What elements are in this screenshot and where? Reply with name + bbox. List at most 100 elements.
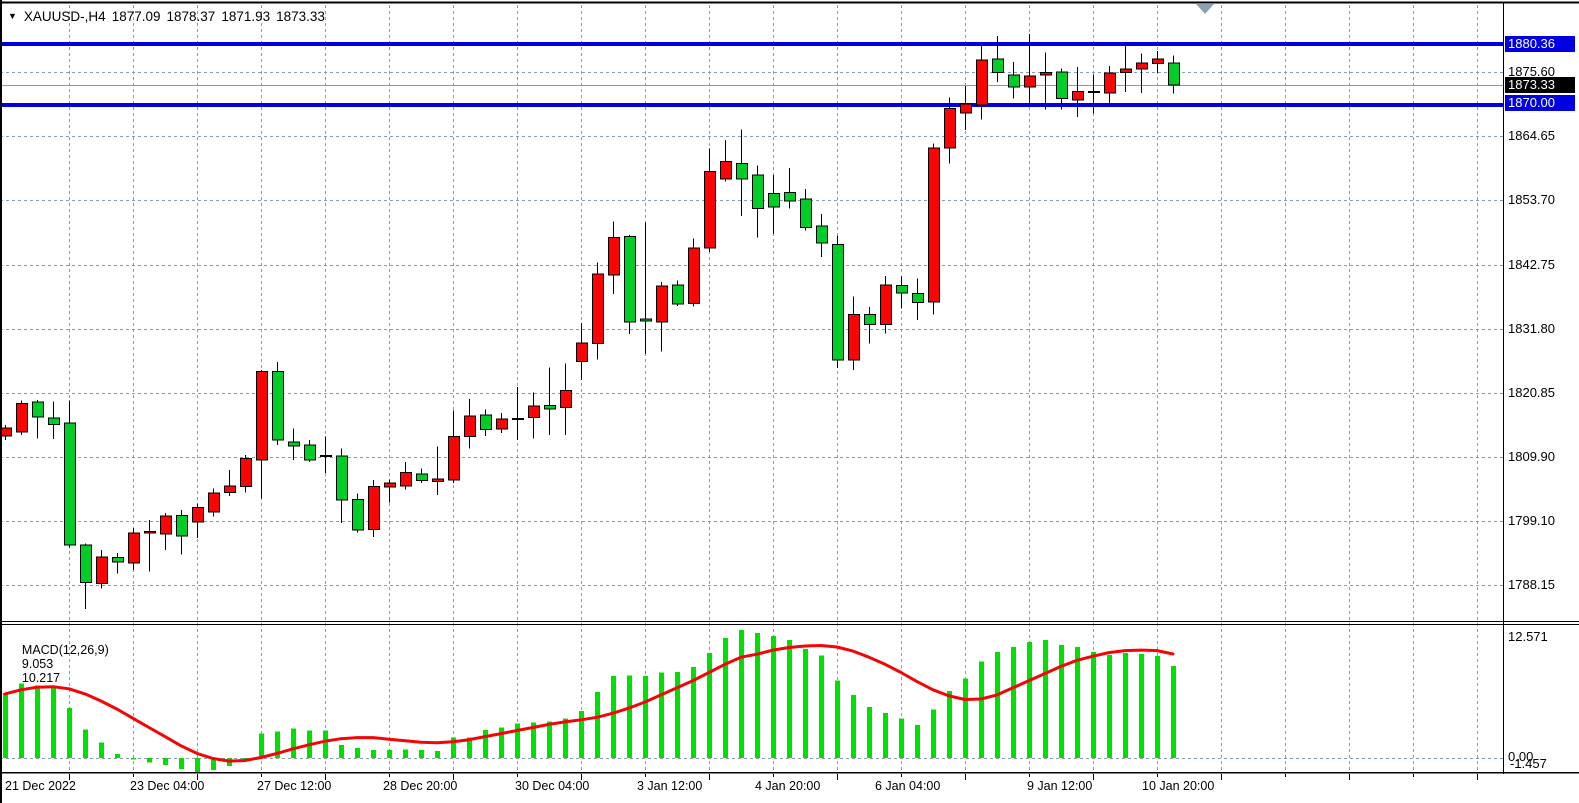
price-axis-tick-label: 1820.85	[1508, 385, 1555, 400]
price-axis-tick-label: 1799.10	[1508, 513, 1555, 528]
macd-histogram-bar	[1107, 655, 1112, 758]
price-axis-tick-label: 1864.65	[1508, 128, 1555, 143]
indicator-label: MACD(12,26,9) 9.053 10.217	[8, 629, 114, 699]
macd-histogram-bar	[451, 737, 456, 758]
macd-histogram-bar	[627, 675, 632, 758]
candle	[400, 471, 412, 487]
price-axis-tick-label: 1788.15	[1508, 577, 1555, 592]
candle	[528, 405, 540, 418]
candle	[1168, 62, 1180, 86]
ohlc-close-value: 1873.33	[276, 8, 325, 24]
macd-histogram-bar	[707, 653, 712, 758]
candle	[48, 417, 60, 425]
candle	[976, 59, 988, 106]
macd-histogram-bar	[979, 661, 984, 758]
macd-histogram-bar	[291, 728, 296, 758]
macd-histogram-bar	[595, 691, 600, 758]
candle	[32, 401, 44, 418]
candle	[112, 557, 124, 563]
candle	[1088, 90, 1100, 93]
candle	[272, 371, 284, 441]
indicator-name: MACD(12,26,9)	[21, 643, 109, 657]
macd-histogram-bar	[1155, 656, 1160, 758]
candle	[640, 318, 652, 322]
candle	[1040, 71, 1052, 76]
macd-histogram-bar	[435, 750, 440, 758]
candle	[368, 486, 380, 530]
time-axis-label: 10 Jan 20:00	[1142, 779, 1215, 793]
time-axis-label: 9 Jan 12:00	[1027, 779, 1093, 793]
price-axis-tick-label: 1875.60	[1508, 64, 1555, 79]
candle	[192, 507, 204, 523]
price-axis-tick-label: 1853.70	[1508, 192, 1555, 207]
macd-histogram-bar	[755, 632, 760, 758]
chart-shift-marker-icon[interactable]	[1196, 4, 1214, 14]
macd-histogram-bar	[403, 749, 408, 758]
candle	[1056, 71, 1068, 99]
macd-histogram-bar	[835, 680, 840, 758]
macd-histogram-bar	[515, 723, 520, 758]
symbol-dropdown-icon[interactable]: ▼	[8, 11, 17, 21]
macd-histogram-bar	[947, 690, 952, 758]
macd-histogram-bar	[259, 733, 264, 758]
candle	[320, 454, 332, 458]
macd-histogram-bar	[467, 737, 472, 758]
candle	[784, 192, 796, 202]
candle	[896, 284, 908, 294]
candle	[768, 192, 780, 208]
candle	[240, 457, 252, 488]
macd-histogram-bar	[99, 742, 104, 758]
macd-histogram-bar	[691, 666, 696, 758]
time-axis-label: 3 Jan 12:00	[637, 779, 703, 793]
macd-histogram-bar	[499, 727, 504, 758]
candle	[336, 455, 348, 501]
macd-histogram-bar	[419, 749, 424, 758]
price-axis-tick-label: 1842.75	[1508, 257, 1555, 272]
candle	[560, 389, 572, 408]
candle	[736, 162, 748, 180]
macd-histogram-bar	[483, 730, 488, 758]
candle	[128, 532, 140, 564]
candle	[224, 485, 236, 493]
macd-histogram-bar	[83, 729, 88, 758]
macd-histogram-bar	[867, 707, 872, 758]
macd-histogram-bar	[531, 722, 536, 758]
candle	[864, 314, 876, 326]
time-axis-label: 4 Jan 20:00	[755, 779, 821, 793]
macd-histogram-bar	[1027, 641, 1032, 758]
candle	[0, 427, 12, 437]
candle	[96, 556, 108, 584]
macd-histogram-bar	[371, 749, 376, 758]
macd-scale-max-label: 12.571	[1508, 629, 1548, 644]
ohlc-high-value: 1878.37	[166, 8, 216, 24]
time-axis-label: 27 Dec 12:00	[257, 779, 332, 793]
candle	[960, 103, 972, 114]
macd-histogram-bar	[51, 687, 56, 758]
candle	[1104, 72, 1116, 94]
macd-histogram-bar	[803, 649, 808, 758]
candle	[144, 531, 156, 534]
macd-histogram-bar	[1011, 647, 1016, 758]
candle	[992, 58, 1004, 73]
macd-histogram-bar	[771, 635, 776, 758]
macd-histogram-bar	[1059, 645, 1064, 758]
macd-scale-zero-label: 0.00	[1508, 749, 1534, 764]
macd-signal-line	[3, 644, 1175, 763]
candle	[256, 371, 268, 461]
macd-histogram-bar	[195, 758, 200, 773]
candle	[432, 478, 444, 482]
macd-histogram-bar	[1091, 652, 1096, 758]
time-axis-label: 23 Dec 04:00	[130, 779, 205, 793]
indicator-signal-value: 10.217	[21, 671, 61, 685]
indicator-main-value: 9.053	[21, 657, 54, 671]
ohlc-open-value: 1877.09	[111, 8, 161, 24]
macd-histogram-bar	[643, 676, 648, 758]
macd-histogram-bar	[1043, 639, 1048, 758]
macd-histogram-bar	[1171, 665, 1176, 758]
candle	[160, 515, 172, 535]
candle	[1072, 90, 1084, 101]
macd-histogram-bar	[995, 652, 1000, 758]
support-price-label: 1870.00	[1505, 95, 1575, 111]
